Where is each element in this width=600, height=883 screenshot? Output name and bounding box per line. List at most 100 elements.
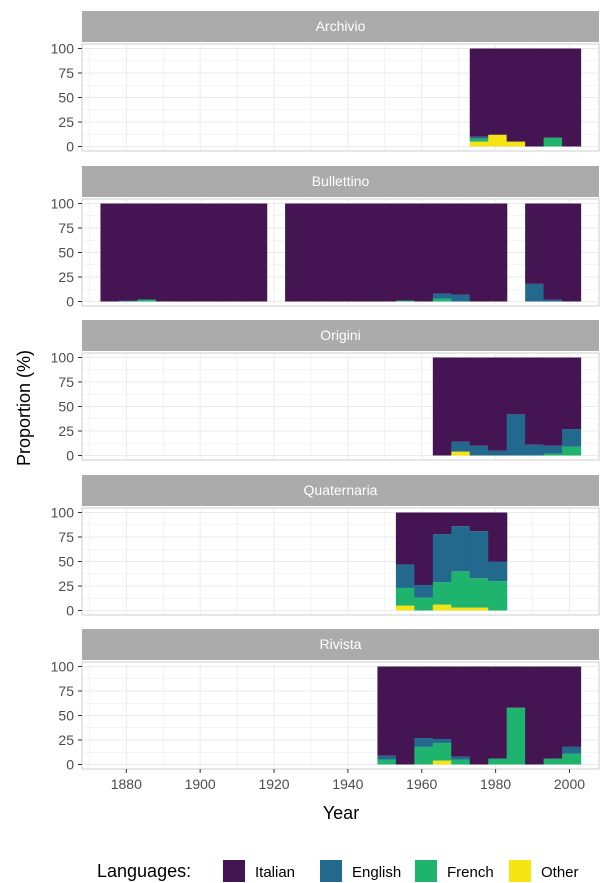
y-tick-label: 75 xyxy=(58,374,74,390)
bar-stack xyxy=(118,203,138,302)
bar-stack xyxy=(414,666,434,765)
bar-segment-italian xyxy=(137,203,157,300)
bar-segment-english xyxy=(377,755,397,760)
bar-stack xyxy=(229,203,249,302)
bar-segment-french xyxy=(451,759,471,765)
bar-segment-english xyxy=(525,283,545,302)
bar-stack xyxy=(488,357,508,456)
bar-stack xyxy=(525,357,545,456)
bar-segment-other xyxy=(451,451,471,456)
bar-segment-italian xyxy=(451,357,471,442)
bar-segment-italian xyxy=(322,203,342,302)
bar-segment-italian xyxy=(377,666,397,756)
bar-stack xyxy=(562,203,582,302)
y-tick-label: 100 xyxy=(51,41,75,57)
y-tick-label: 75 xyxy=(58,220,74,236)
bar-segment-italian xyxy=(562,48,582,147)
bar-segment-italian xyxy=(432,666,452,740)
y-tick-label: 0 xyxy=(66,603,74,619)
bar-stack xyxy=(192,203,212,302)
legend-label: English xyxy=(352,864,401,881)
bar-segment-english xyxy=(451,756,471,760)
x-tick-label: 1960 xyxy=(406,776,437,792)
y-tick-label: 100 xyxy=(51,505,75,521)
bar-segment-italian xyxy=(248,203,268,302)
x-axis-title: Year xyxy=(323,803,359,823)
bar-segment-french xyxy=(451,571,471,608)
legend-swatch xyxy=(320,860,342,882)
bar-segment-italian xyxy=(488,666,508,759)
x-tick-label: 1940 xyxy=(332,776,363,792)
bar-segment-french xyxy=(488,581,508,611)
bar-stack xyxy=(432,203,452,302)
bar-stack xyxy=(137,203,157,302)
bar-segment-english xyxy=(506,414,526,456)
bar-segment-english xyxy=(432,534,452,583)
bar-segment-italian xyxy=(155,203,175,302)
facet-strip-label: Quaternaria xyxy=(304,482,378,498)
bar-segment-french xyxy=(432,298,452,302)
bar-segment-french xyxy=(543,137,563,147)
bar-segment-italian xyxy=(192,203,212,302)
bar-segment-french xyxy=(506,707,526,765)
bar-stack xyxy=(543,357,563,456)
bar-segment-english xyxy=(543,445,563,454)
bar-stack xyxy=(543,203,563,302)
bar-stack xyxy=(525,203,545,302)
bar-segment-italian xyxy=(469,357,489,446)
bar-stack xyxy=(562,48,582,147)
bar-segment-other xyxy=(469,141,489,147)
bar-segment-italian xyxy=(562,357,582,430)
y-tick-label: 50 xyxy=(58,708,74,724)
legend-label: Italian xyxy=(255,864,295,881)
bar-segment-french xyxy=(377,759,397,765)
bar-segment-italian xyxy=(100,203,120,302)
bar-segment-english xyxy=(469,445,489,456)
facet-strip xyxy=(82,629,599,660)
bar-stack xyxy=(340,203,360,302)
bar-segment-italian xyxy=(432,357,452,456)
bar-stack xyxy=(174,203,194,302)
bar-segment-english xyxy=(451,526,471,572)
bar-segment-italian xyxy=(469,512,489,532)
bar-segment-italian xyxy=(525,357,545,445)
y-tick-label: 0 xyxy=(66,139,74,155)
bar-stack xyxy=(358,203,379,302)
bar-segment-italian xyxy=(377,203,397,302)
y-tick-label: 25 xyxy=(58,732,74,748)
bar-segment-english xyxy=(432,739,452,743)
bar-segment-italian xyxy=(395,666,415,765)
bar-segment-italian xyxy=(358,203,379,302)
x-tick-label: 2000 xyxy=(554,776,585,792)
bar-stack xyxy=(303,203,323,302)
bar-segment-other xyxy=(469,607,489,611)
bar-stack xyxy=(562,666,582,765)
bar-segment-french xyxy=(469,138,489,142)
legend-swatch xyxy=(223,860,245,882)
bar-segment-italian xyxy=(303,203,323,302)
bar-segment-english xyxy=(488,450,508,456)
bar-segment-other xyxy=(506,141,526,147)
bar-segment-french xyxy=(469,578,489,608)
bar-segment-italian xyxy=(340,203,360,302)
bar-segment-italian xyxy=(525,203,545,284)
bar-stack xyxy=(285,203,305,302)
bar-stack xyxy=(432,357,452,456)
facet-panel: Origini 0 25 50 75 100 xyxy=(51,320,600,464)
bar-stack xyxy=(469,357,489,456)
bar-segment-french xyxy=(488,758,508,765)
bar-segment-english xyxy=(451,441,471,452)
bar-segment-italian xyxy=(432,512,452,535)
facet-strip xyxy=(82,320,599,351)
facet-strip-label: Origini xyxy=(320,327,360,343)
y-tick-label: 75 xyxy=(58,683,74,699)
bar-segment-italian xyxy=(469,666,489,765)
legend-label: Other xyxy=(541,864,579,881)
bar-segment-italian xyxy=(525,48,545,147)
bar-segment-italian xyxy=(395,512,415,565)
bar-segment-italian xyxy=(562,203,582,302)
bar-stack xyxy=(469,48,489,147)
y-tick-label: 25 xyxy=(58,423,74,439)
y-tick-label: 50 xyxy=(58,554,74,570)
bar-stack xyxy=(488,203,508,302)
